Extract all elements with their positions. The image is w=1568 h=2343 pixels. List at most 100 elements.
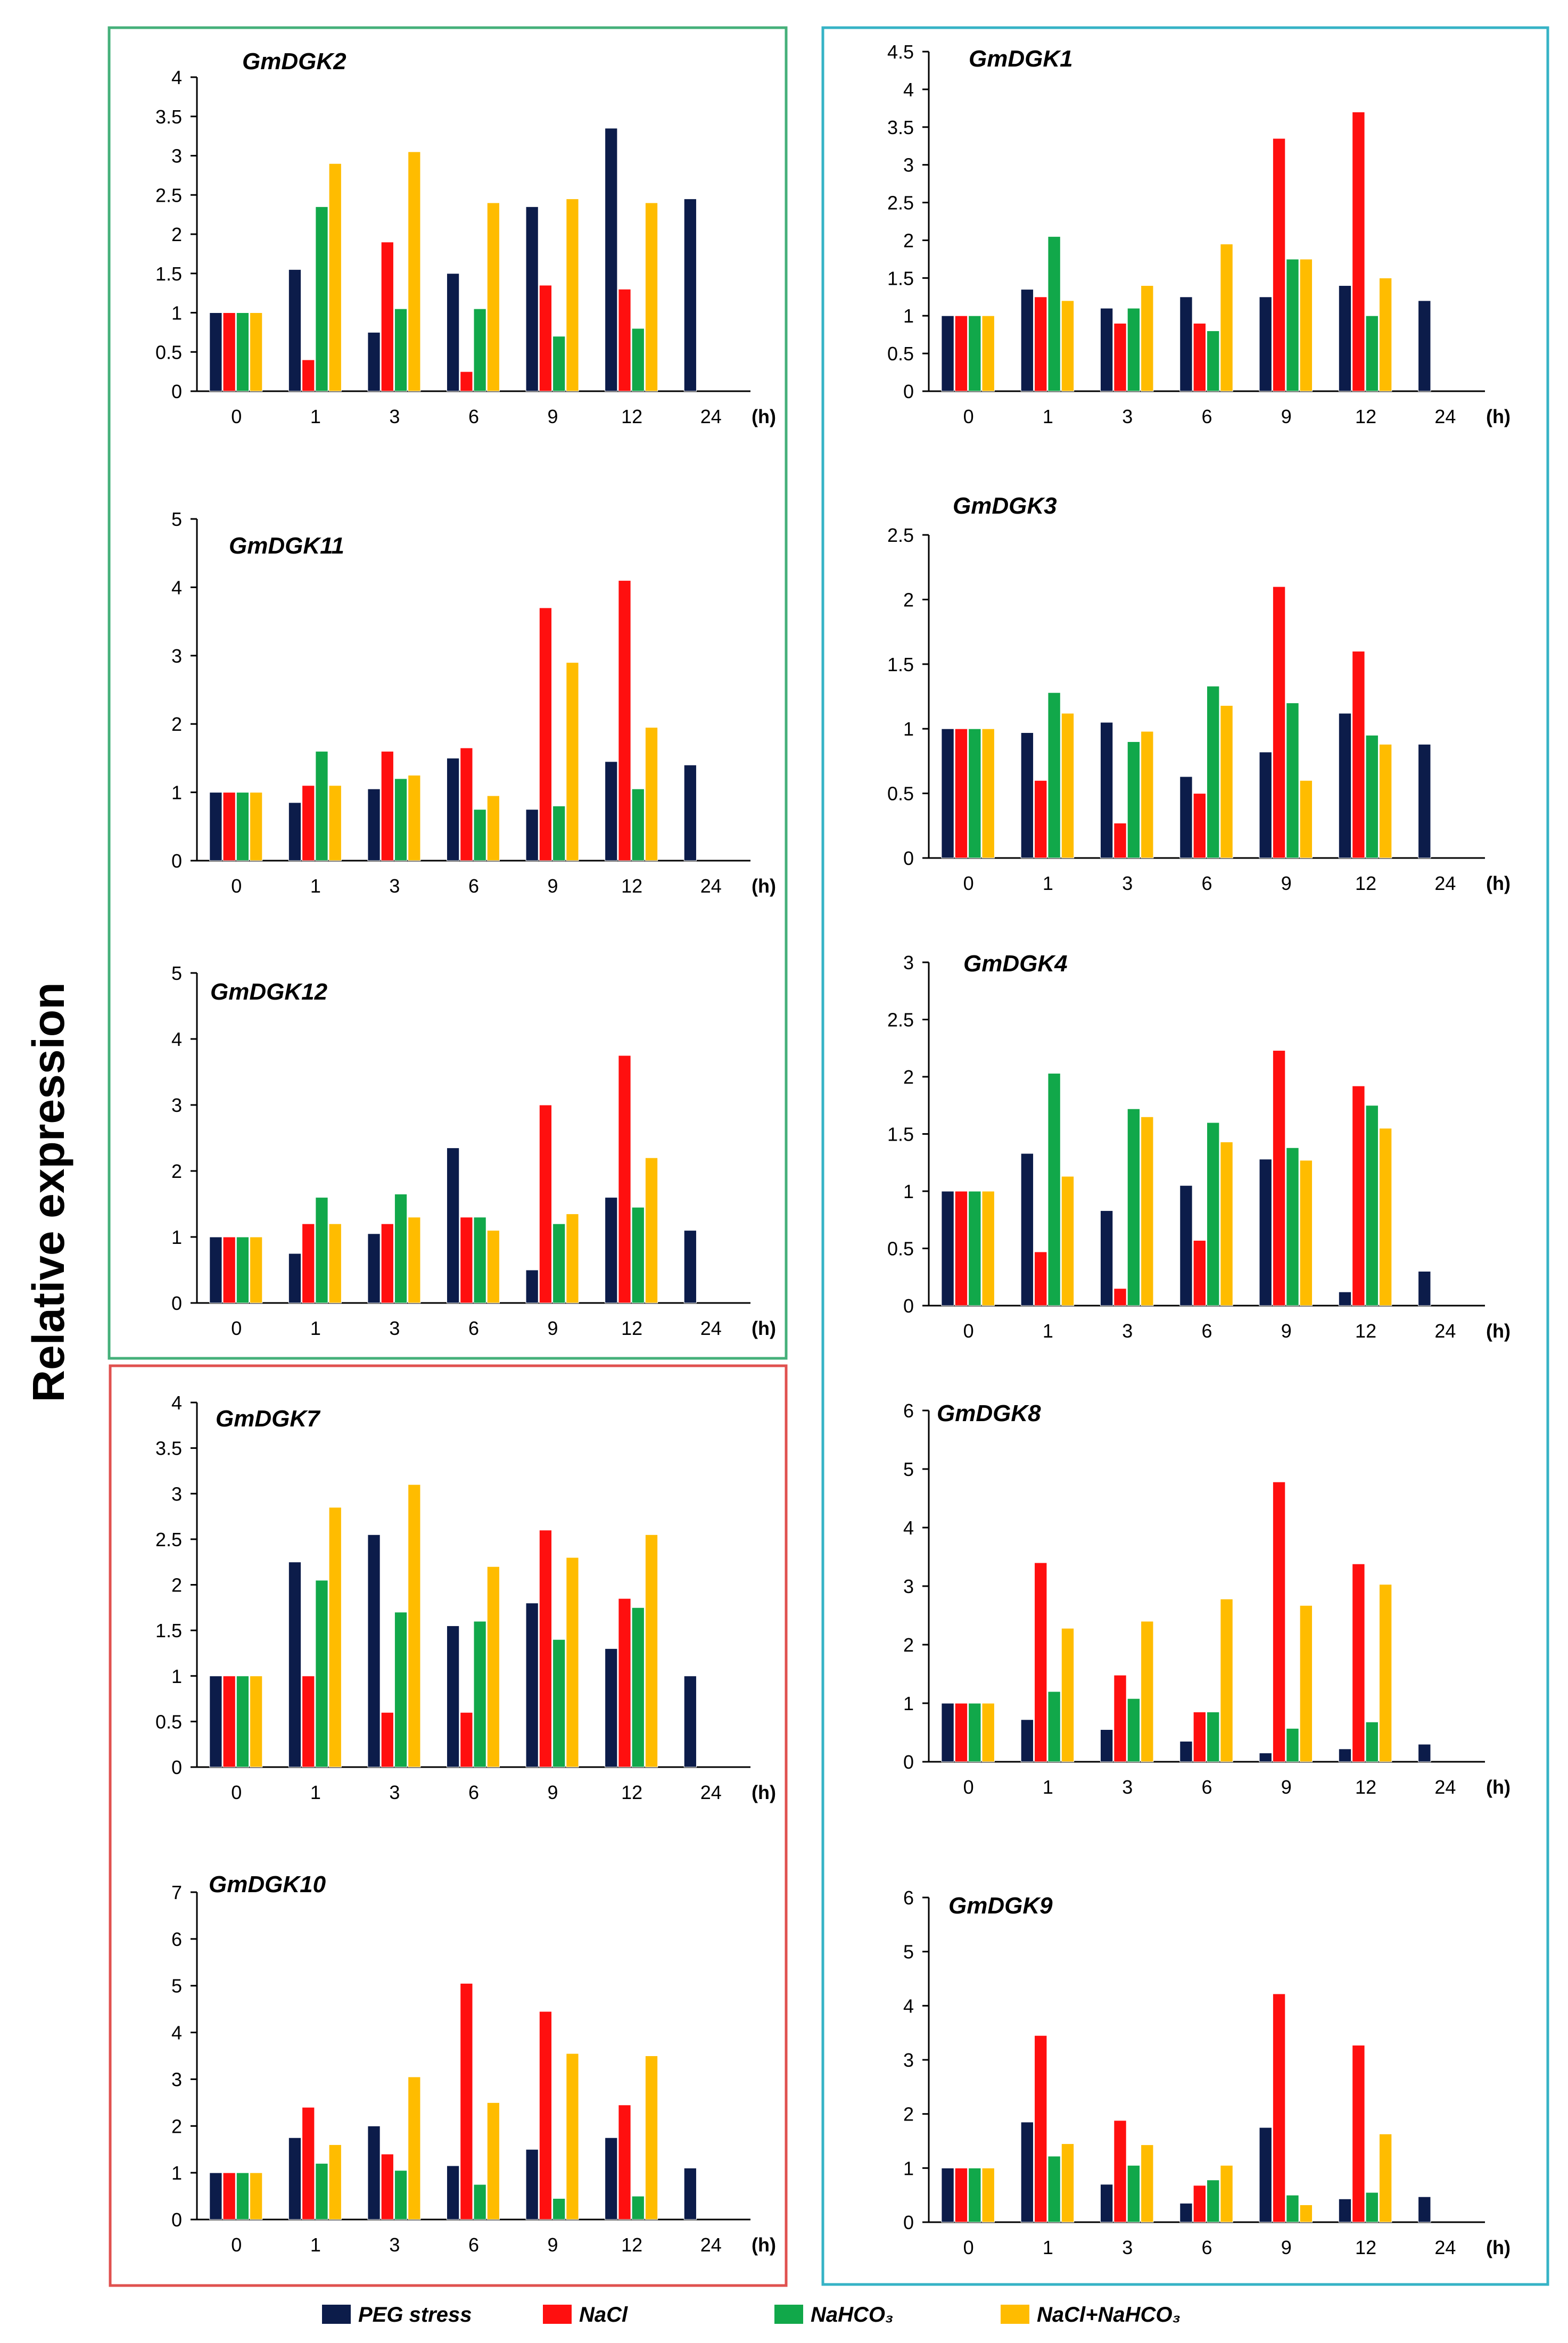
bar-nacl-nahco3 xyxy=(566,199,579,392)
bar-nahco3 xyxy=(1207,331,1220,392)
bar-nacl-nahco3 xyxy=(566,2053,579,2220)
bar-nacl xyxy=(1352,1563,1365,1762)
bar-nacl xyxy=(222,1236,236,1304)
bar-peg-stress xyxy=(1338,1291,1352,1306)
bar-nahco3 xyxy=(631,1207,645,1304)
y-tick-label: 1.5 xyxy=(887,267,914,289)
bar-nacl xyxy=(539,1530,552,1768)
x-tick-label: 1 xyxy=(1043,2237,1053,2258)
bar-nacl xyxy=(1034,2035,1047,2223)
bar-nacl xyxy=(954,1191,968,1306)
y-tick-label: 2.5 xyxy=(887,1009,914,1031)
bar-peg-stress xyxy=(1100,1729,1113,1762)
bar-nacl-nahco3 xyxy=(408,2076,421,2220)
chart-title: GmDGK12 xyxy=(210,979,328,1005)
bar-nacl-nahco3 xyxy=(1379,1584,1392,1762)
y-tick-label: 3 xyxy=(903,1575,914,1597)
bar-nacl-nahco3 xyxy=(250,1676,263,1768)
bar-nahco3 xyxy=(631,1607,645,1768)
chart-title: GmDGK8 xyxy=(937,1400,1041,1426)
y-tick-label: 5 xyxy=(903,1941,914,1963)
bar-nacl-nahco3 xyxy=(645,1534,658,1768)
bar-nahco3 xyxy=(1286,1728,1299,1762)
x-tick-label: 0 xyxy=(231,875,242,897)
bar-peg-stress xyxy=(1338,713,1352,859)
x-tick-label: 24 xyxy=(700,406,722,427)
x-unit-label: (h) xyxy=(752,875,776,897)
bar-peg-stress xyxy=(941,2167,954,2223)
bar-peg-stress xyxy=(288,802,302,861)
bar-nahco3 xyxy=(236,2172,250,2220)
bar-nacl-nahco3 xyxy=(981,2167,995,2223)
bar-peg-stress xyxy=(1179,1741,1193,1762)
y-tick-label: 4 xyxy=(171,67,182,88)
x-tick-label: 24 xyxy=(700,1317,722,1339)
y-tick-label: 3 xyxy=(171,1483,182,1505)
bar-peg-stress xyxy=(605,2137,618,2220)
bar-nacl-nahco3 xyxy=(408,1484,421,1768)
bar-nahco3 xyxy=(1365,1721,1379,1762)
bar-nacl xyxy=(1034,780,1047,859)
bar-nacl-nahco3 xyxy=(1141,1621,1154,1762)
bar-nahco3 xyxy=(1365,315,1379,392)
bar-peg-stress xyxy=(1179,1185,1193,1306)
x-tick-label: 0 xyxy=(963,406,974,427)
y-tick-label: 5 xyxy=(903,1458,914,1480)
bar-nacl-nahco3 xyxy=(566,662,579,861)
bar-nacl xyxy=(1193,1240,1206,1306)
y-tick-label: 4 xyxy=(903,1995,914,2017)
teal-group-box xyxy=(821,26,1549,2286)
bar-nacl-nahco3 xyxy=(981,728,995,859)
bar-peg-stress xyxy=(209,312,222,392)
y-tick-label: 5 xyxy=(171,1975,182,1997)
bar-nacl-nahco3 xyxy=(486,202,500,392)
x-tick-label: 3 xyxy=(1122,1776,1133,1798)
bar-nacl-nahco3 xyxy=(328,2144,342,2220)
y-tick-label: 3 xyxy=(171,1094,182,1116)
bar-peg-stress xyxy=(1338,285,1352,392)
y-tick-label: 0 xyxy=(171,381,182,402)
x-tick-label: 9 xyxy=(1281,872,1292,894)
y-tick-label: 7 xyxy=(171,1882,182,1903)
bar-nacl xyxy=(1352,111,1365,392)
bar-nacl-nahco3 xyxy=(408,1217,421,1304)
x-tick-label: 9 xyxy=(1281,406,1292,427)
bar-nacl xyxy=(1034,296,1047,392)
y-tick-label: 2 xyxy=(903,2103,914,2125)
bar-peg-stress xyxy=(446,757,460,861)
bar-nahco3 xyxy=(968,1703,981,1762)
x-tick-label: 0 xyxy=(231,406,242,427)
y-tick-label: 2.5 xyxy=(887,524,914,546)
y-tick-label: 3 xyxy=(171,145,182,167)
y-tick-label: 3.5 xyxy=(887,117,914,138)
bar-nahco3 xyxy=(1127,308,1141,392)
bar-peg-stress xyxy=(367,2125,381,2220)
bar-peg-stress xyxy=(1259,2127,1272,2223)
legend: PEG stress NaCl NaHCO₃ NaCl+NaHCO₃ xyxy=(322,2303,1181,2326)
bar-nahco3 xyxy=(552,336,566,392)
bar-nacl xyxy=(222,2172,236,2220)
x-tick-label: 9 xyxy=(548,2234,558,2256)
bar-nacl xyxy=(539,285,552,392)
bar-nahco3 xyxy=(1047,2156,1061,2223)
bar-nahco3 xyxy=(1286,703,1299,859)
y-tick-label: 3.5 xyxy=(155,1438,182,1459)
chart-title: GmDGK10 xyxy=(209,1871,326,1898)
x-tick-label: 6 xyxy=(468,875,479,897)
bar-nacl-nahco3 xyxy=(1299,1160,1313,1306)
bar-nacl xyxy=(1272,1050,1286,1306)
bar-nacl xyxy=(1352,1085,1365,1306)
x-unit-label: (h) xyxy=(1486,1320,1511,1342)
bar-nacl-nahco3 xyxy=(328,163,342,392)
x-tick-label: 9 xyxy=(1281,1776,1292,1798)
y-tick-label: 0.5 xyxy=(155,341,182,363)
bar-peg-stress xyxy=(1020,2122,1034,2223)
x-tick-label: 3 xyxy=(1122,2237,1133,2258)
bar-nacl-nahco3 xyxy=(981,1703,995,1762)
bar-nacl xyxy=(954,315,968,392)
bar-nahco3 xyxy=(631,788,645,861)
bar-peg-stress xyxy=(209,792,222,861)
y-tick-label: 2 xyxy=(171,224,182,245)
bar-nacl xyxy=(1193,1712,1206,1762)
bar-peg-stress xyxy=(209,2172,222,2220)
